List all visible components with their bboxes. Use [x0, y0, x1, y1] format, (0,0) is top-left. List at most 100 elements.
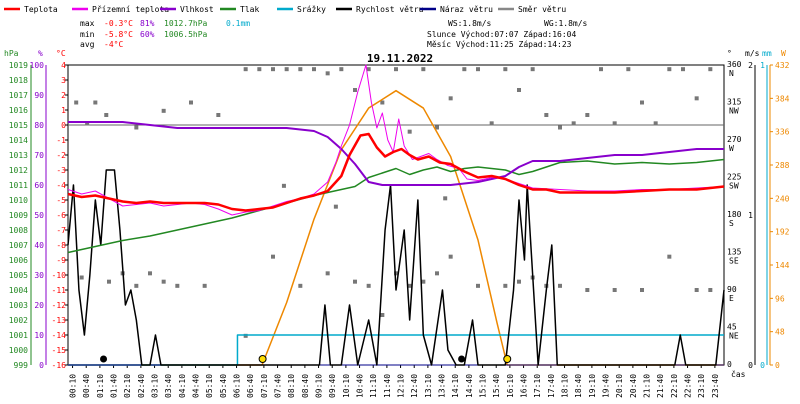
humidity-line — [68, 121, 724, 186]
dir-tick-deg: 270 — [727, 135, 742, 144]
wind-direction-point — [530, 67, 535, 72]
dir-tick-deg: 45 — [727, 323, 737, 332]
info-moon: Měsíc Východ:11:25 Západ:14:23 — [427, 40, 572, 49]
grid — [67, 64, 725, 366]
press-tick-label: 1017 — [9, 91, 28, 100]
moon-event-marker — [100, 355, 108, 363]
time-tick-label: 11:10 — [369, 374, 378, 398]
solar-tick-label: 96 — [775, 294, 785, 303]
time-tick-label: 13:40 — [438, 374, 447, 398]
hum-tick-label: 50 — [34, 211, 44, 220]
time-tick-label: 00:40 — [82, 374, 91, 398]
wind-direction-point — [243, 333, 248, 338]
time-tick-label: 06:10 — [233, 374, 242, 398]
temp-tick-label: -6 — [56, 211, 66, 220]
hum-tick-label: 80 — [34, 121, 44, 130]
press-tick-label: 1002 — [9, 316, 28, 325]
press-tick-label: 1000 — [9, 346, 28, 355]
temp-tick-label: -7 — [56, 226, 66, 235]
time-tick-label: 12:10 — [397, 374, 406, 398]
wind-direction-point — [681, 67, 685, 72]
time-tick-label: 20:10 — [615, 374, 624, 398]
wind-direction-point — [161, 279, 166, 284]
wind-direction-point — [243, 67, 248, 72]
time-tick-label: 14:10 — [451, 374, 460, 398]
pressure-line — [67, 158, 725, 254]
solar-tick-label: 288 — [775, 161, 790, 170]
time-tick-label: 17:10 — [533, 374, 542, 398]
press-tick-label: 1019 — [9, 61, 28, 70]
time-tick-label: 17:40 — [547, 374, 556, 398]
time-tick-label: 09:40 — [328, 374, 337, 398]
time-tick-label: 14:40 — [465, 374, 474, 398]
press-tick-label: 1013 — [9, 151, 28, 160]
wind-direction-point — [571, 121, 576, 126]
time-tick-label: 22:40 — [684, 374, 693, 398]
press-tick-label: 1016 — [9, 106, 28, 115]
temperature-line — [67, 132, 725, 212]
temp-tick-label: -15 — [52, 346, 67, 355]
time-tick-label: 18:10 — [561, 374, 570, 398]
wind-direction-point — [517, 88, 521, 92]
legend: Teplota Přízemní teplota Vlhkost Tlak Srážky… — [4, 5, 566, 14]
wind-direction-point — [325, 271, 330, 276]
dir-tick-name: NW — [729, 107, 739, 116]
chart-title: 19.11.2022 — [367, 52, 433, 65]
stats-table: max -0.3°C 81% 1012.7hPa 0.1mm min -5.8°… — [80, 19, 250, 49]
dir-tick-deg: 180 — [727, 210, 742, 219]
wind-direction-point — [585, 288, 590, 292]
wind-direction-point — [366, 283, 371, 288]
time-tick-label: 02:10 — [123, 374, 132, 398]
info-ws: WS:1.8m/s — [448, 19, 492, 28]
wind-direction-point — [612, 288, 617, 292]
rain-tick-label: 1 — [760, 61, 765, 70]
wind-direction-point — [462, 67, 467, 72]
temp-tick-label: -10 — [52, 271, 67, 280]
wind-direction-point — [626, 67, 631, 72]
wind-direction-point — [448, 96, 453, 101]
press-tick-label: 1001 — [9, 331, 28, 340]
solar-tick-label: 432 — [775, 61, 790, 70]
press-tick-label: 1011 — [9, 181, 28, 190]
time-tick-label: 03:40 — [164, 374, 173, 398]
wind-direction-point — [694, 96, 699, 101]
stats-max-press: 1012.7hPa — [164, 19, 208, 28]
time-tick-label: 09:10 — [315, 374, 324, 398]
hum-tick-label: 70 — [34, 151, 44, 160]
time-tick-label: 15:40 — [492, 374, 501, 398]
wind-tick-label: 0 — [748, 361, 753, 370]
hum-tick-label: 40 — [34, 241, 44, 250]
time-tick-label: 15:10 — [479, 374, 488, 398]
wind-tick-label: 2 — [748, 61, 753, 70]
temp-tick-label: 2 — [61, 91, 66, 100]
wind-direction-point — [134, 283, 139, 288]
wind-direction-point — [353, 279, 357, 284]
plot-frame — [67, 64, 725, 366]
time-tick-label: 12:40 — [410, 374, 419, 398]
dir-tick-name: SW — [729, 182, 739, 191]
temp-tick-label: -16 — [52, 361, 67, 370]
time-tick-label: 21:40 — [656, 374, 665, 398]
stats-max-rain: 0.1mm — [226, 19, 250, 28]
solar-tick-label: 0 — [775, 361, 780, 370]
wind-direction-point — [216, 113, 221, 117]
time-tick-label: 06:40 — [246, 374, 255, 398]
wind-direction-point — [271, 254, 275, 259]
time-tick-label: 13:10 — [424, 374, 433, 398]
temp-tick-label: -14 — [52, 331, 67, 340]
wind-direction-point — [435, 125, 439, 130]
dir-tick-name: NE — [729, 332, 739, 341]
time-tick-label: 01:40 — [110, 374, 119, 398]
sun-event-marker — [503, 355, 512, 363]
time-tick-label: 19:10 — [588, 374, 597, 398]
wind-direction-point — [443, 196, 448, 201]
stats-min-hum: 60% — [140, 30, 155, 39]
wind-direction-point — [503, 283, 508, 288]
wind-direction-point — [708, 288, 713, 292]
temp-tick-label: -5 — [56, 196, 66, 205]
press-tick-label: 1008 — [9, 226, 28, 235]
time-tick-label: 23:40 — [711, 374, 720, 398]
wind-direction-point — [380, 100, 385, 105]
press-tick-label: 1009 — [9, 211, 28, 220]
